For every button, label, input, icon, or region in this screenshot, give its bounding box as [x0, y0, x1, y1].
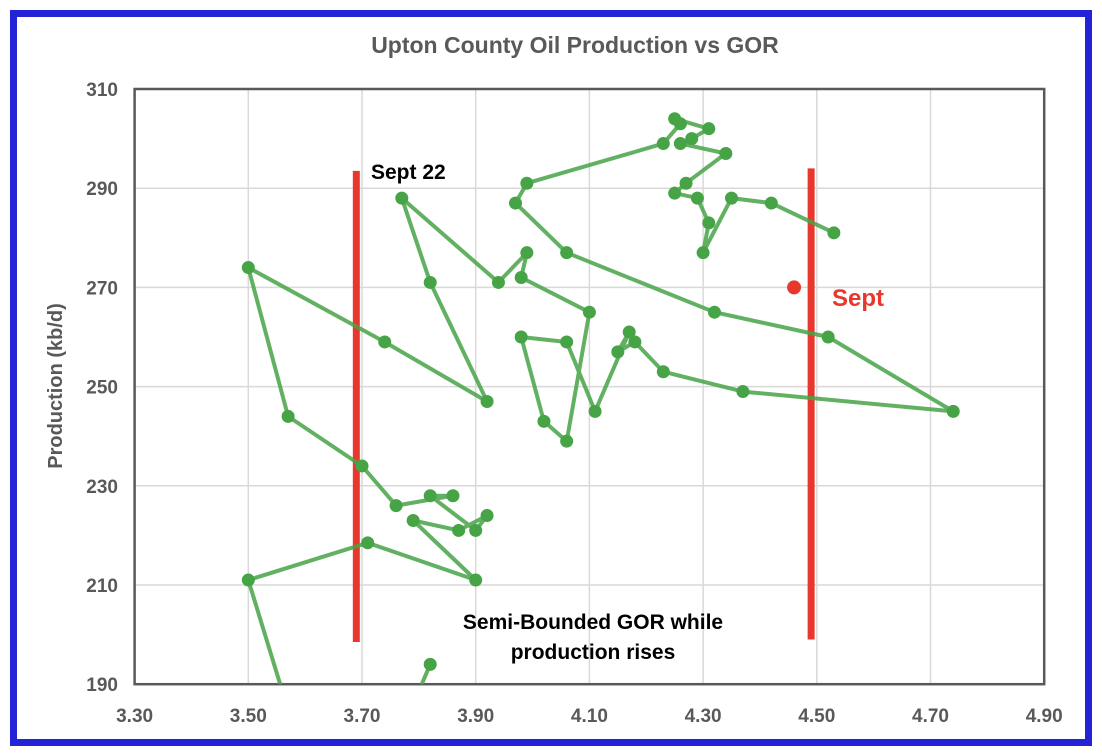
data-point	[696, 246, 710, 260]
x-tick-label: 4.70	[912, 706, 949, 727]
data-point	[423, 657, 437, 671]
sept-data-point	[787, 280, 802, 295]
x-tick-label: 4.30	[685, 706, 722, 727]
data-point	[469, 523, 483, 537]
data-point	[361, 536, 375, 550]
y-tick-label: 290	[86, 179, 118, 200]
data-point	[355, 459, 369, 473]
series-path	[246, 116, 956, 685]
data-point	[702, 216, 716, 230]
y-tick-label: 190	[86, 675, 118, 696]
data-point	[469, 573, 483, 587]
y-tick-label: 310	[86, 80, 118, 101]
data-point	[725, 191, 739, 205]
data-point	[508, 196, 522, 210]
y-tick-label: 230	[86, 477, 118, 498]
data-point	[560, 335, 574, 349]
data-point	[702, 122, 716, 136]
data-point	[582, 305, 596, 319]
data-point	[668, 186, 682, 200]
x-tick-label: 3.50	[230, 706, 267, 727]
data-point	[656, 365, 670, 379]
y-tick-label: 250	[86, 378, 118, 399]
data-point	[389, 499, 403, 513]
y-tick-label: 210	[86, 576, 118, 597]
data-point	[406, 514, 420, 528]
data-point	[520, 176, 534, 190]
x-tick-label: 4.90	[1026, 706, 1063, 727]
data-point	[514, 330, 528, 344]
data-point	[281, 409, 295, 423]
x-tick-label: 3.30	[116, 706, 153, 727]
data-point	[685, 132, 699, 146]
data-point	[690, 191, 704, 205]
data-point	[622, 325, 636, 339]
data-point	[668, 112, 682, 126]
data-point	[423, 275, 437, 289]
data-point	[560, 434, 574, 448]
data-point	[520, 246, 534, 260]
sept-point-label: Sept	[832, 285, 884, 312]
data-point	[446, 489, 460, 503]
data-point	[514, 270, 528, 284]
data-point	[588, 404, 602, 418]
x-tick-label: 3.70	[344, 706, 381, 727]
annotation-line1: Semi-Bounded GOR while	[463, 611, 723, 634]
series-markers	[241, 112, 960, 671]
data-point	[537, 414, 551, 428]
ref-line-sept22-label: Sept 22	[371, 161, 446, 184]
data-point	[241, 573, 255, 587]
data-point	[378, 335, 392, 349]
plot-border	[133, 87, 1046, 686]
y-tick-label: 270	[86, 278, 118, 299]
data-point	[452, 523, 466, 537]
data-point	[560, 246, 574, 260]
chart-built-geometry: 3.30 3.50 3.70 3.90 4.10 4.30 4.50 4.70 4.90 310 2…	[86, 80, 1063, 727]
y-axis-title: Production (kb/d)	[45, 303, 67, 469]
data-point	[827, 226, 841, 240]
data-point	[707, 305, 721, 319]
chart-frame: 3.30 3.50 3.70 3.90 4.10 4.30 4.50 4.70 4.90 310 2…	[10, 10, 1092, 746]
data-point	[719, 146, 733, 160]
data-point	[480, 509, 494, 523]
data-point	[395, 191, 409, 205]
x-tick-label: 4.10	[571, 706, 608, 727]
data-point	[821, 330, 835, 344]
data-point	[656, 137, 670, 151]
data-point	[611, 345, 625, 359]
x-tick-label: 4.50	[798, 706, 835, 727]
data-point	[491, 275, 505, 289]
annotation-line2: production rises	[511, 641, 676, 664]
data-point	[423, 489, 437, 503]
data-point	[764, 196, 778, 210]
chart-title: Upton County Oil Production vs GOR	[371, 32, 779, 58]
data-point	[480, 394, 494, 408]
data-point	[679, 176, 693, 190]
data-point	[946, 404, 960, 418]
data-point	[628, 335, 642, 349]
data-point	[241, 261, 255, 275]
data-point	[736, 385, 750, 399]
x-tick-label: 3.90	[457, 706, 494, 727]
chart-svg: 3.30 3.50 3.70 3.90 4.10 4.30 4.50 4.70 4.90 310 2…	[45, 32, 1063, 727]
data-point	[673, 137, 687, 151]
